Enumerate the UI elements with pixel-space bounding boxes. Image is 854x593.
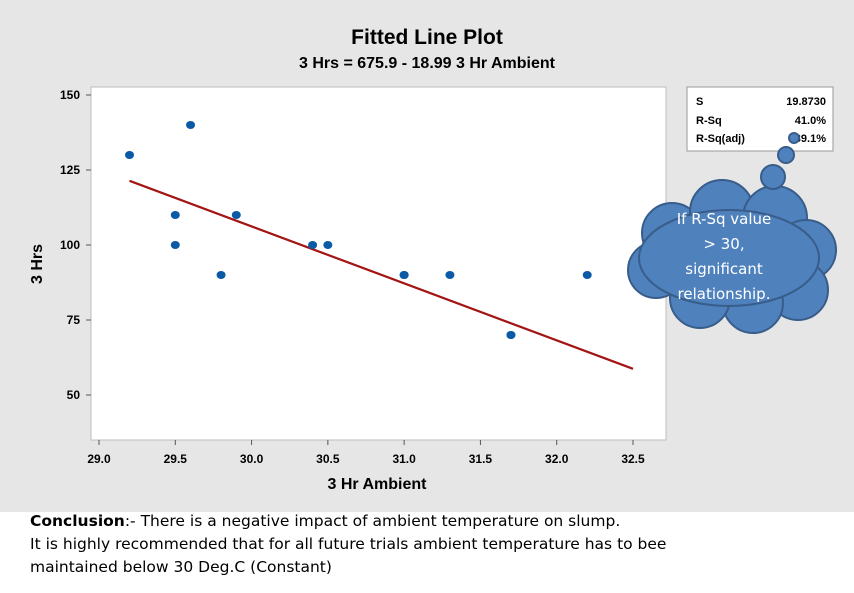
cloud-bubble-tiny	[788, 132, 800, 144]
stats-value-s: 19.8730	[786, 96, 826, 108]
data-point	[506, 331, 516, 339]
data-point	[323, 241, 333, 249]
data-point	[170, 211, 180, 219]
conclusion-heading-suffix: :- There is a negative impact of ambient…	[124, 512, 621, 530]
plot-area	[90, 86, 667, 441]
stats-label-s: S	[696, 96, 703, 108]
data-point	[216, 271, 226, 279]
y-tick-label: 50	[67, 388, 81, 402]
data-point	[231, 211, 241, 219]
x-tick-label: 32.5	[621, 452, 645, 466]
x-tick-label: 31.5	[469, 452, 493, 466]
cloud-shape	[627, 179, 837, 334]
x-tick-label: 31.0	[392, 452, 416, 466]
stats-value-rsq: 41.0%	[795, 115, 826, 127]
fitted-regression-line	[129, 179, 634, 370]
x-tick-label: 32.0	[545, 452, 569, 466]
stats-value-rsq-adj: 39.1%	[795, 133, 826, 145]
conclusion-heading: Conclusion	[30, 512, 125, 530]
y-tick-label: 150	[60, 88, 80, 102]
x-tick-label: 30.5	[316, 452, 340, 466]
callout-line-2: > 30,	[703, 235, 744, 253]
x-axis-label: 3 Hr Ambient	[328, 476, 428, 493]
y-axis-label: 3 Hrs	[29, 244, 46, 284]
stats-box-frame	[686, 86, 834, 152]
stats-box: S 19.8730 R-Sq 41.0% R-Sq(adj) 39.1%	[686, 86, 834, 152]
data-point	[308, 241, 318, 249]
data-point	[125, 151, 135, 159]
y-tick-label: 100	[60, 238, 80, 252]
x-axis-ticks: 29.0 29.5 30.0 30.5 31.0 31.5 32.0 32.5	[87, 440, 645, 466]
stats-label-rsq: R-Sq	[696, 115, 722, 127]
chart-title: Fitted Line Plot	[351, 26, 503, 49]
data-point	[186, 121, 196, 129]
cloud-bubble-small	[777, 146, 795, 164]
thought-cloud-callout: If R-Sq value > 30, significant relation…	[627, 132, 837, 334]
chart-subtitle: 3 Hrs = 675.9 - 18.99 3 Hr Ambient	[299, 55, 556, 72]
conclusion-text: Conclusion:- There is a negative impact …	[30, 510, 830, 579]
fitted-line-plot: Fitted Line Plot 3 Hrs = 675.9 - 18.99 3…	[29, 26, 837, 493]
conclusion-line-1: Conclusion:- There is a negative impact …	[30, 510, 830, 533]
conclusion-line-2: It is highly recommended that for all fu…	[30, 535, 667, 553]
stats-label-rsq-adj: R-Sq(adj)	[696, 133, 745, 145]
data-point	[399, 271, 409, 279]
conclusion-line-3: maintained below 30 Deg.C (Constant)	[30, 558, 332, 576]
data-point	[445, 271, 455, 279]
callout-line-3: significant	[685, 260, 763, 278]
cloud-bubble-medium	[760, 164, 786, 190]
x-tick-label: 30.0	[240, 452, 264, 466]
y-tick-label: 75	[67, 313, 81, 327]
callout-line-4: relationship.	[678, 285, 771, 303]
fit-layer	[129, 179, 634, 370]
points-layer	[125, 121, 592, 339]
x-tick-label: 29.0	[87, 452, 111, 466]
y-axis-ticks: 150 125 100 75 50	[60, 88, 91, 402]
data-point	[170, 241, 180, 249]
y-tick-label: 125	[60, 163, 80, 177]
x-tick-label: 29.5	[164, 452, 188, 466]
callout-line-1: If R-Sq value	[677, 210, 771, 228]
data-point	[582, 271, 592, 279]
